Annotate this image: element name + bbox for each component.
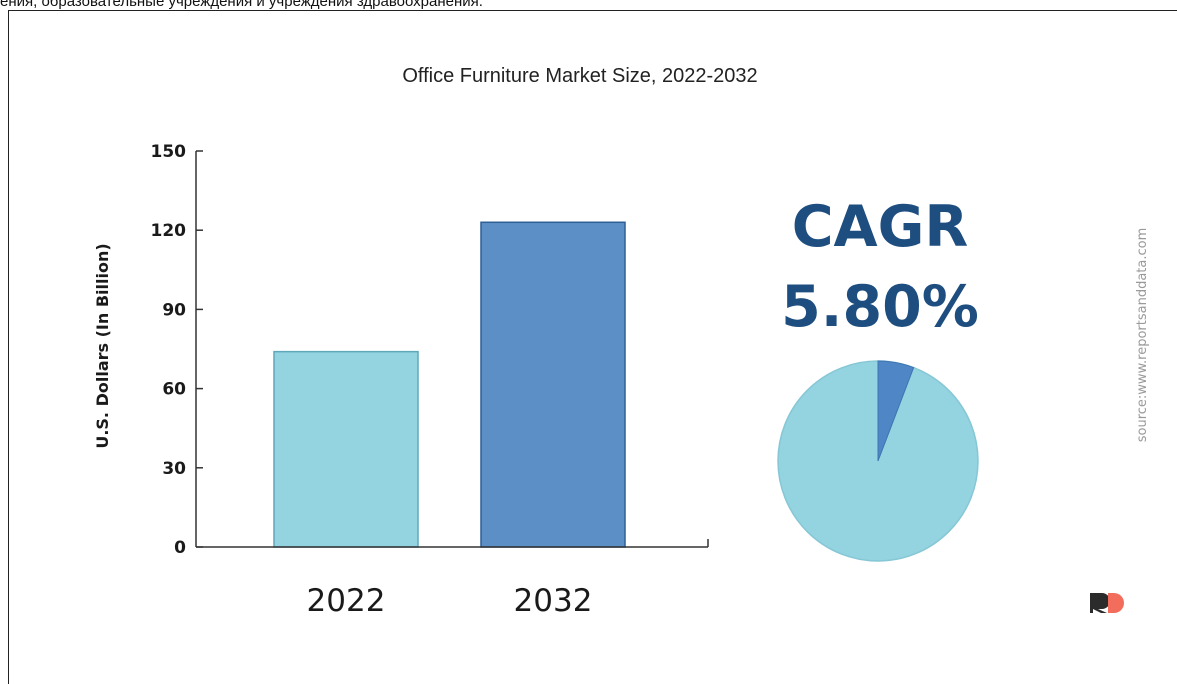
bar-2022	[273, 350, 419, 548]
x-axis: 2022 2032	[196, 539, 709, 619]
cagr-label: CAGR	[792, 194, 969, 260]
y-tick-label: 150	[151, 142, 187, 162]
y-tick-label: 90	[162, 300, 186, 320]
bar-2032	[480, 221, 626, 548]
y-tick-label: 0	[174, 538, 186, 558]
source-text: source:www.reportsanddata.com	[1135, 228, 1150, 443]
bars	[273, 221, 626, 548]
cagr-pie	[777, 360, 979, 562]
top-caption: ения, образовательные учреждения и учреж…	[0, 0, 483, 10]
pie-cagr-slice	[877, 360, 915, 462]
chart-frame	[8, 10, 1177, 684]
rd-logo: RD	[1090, 593, 1124, 613]
y-axis-label: U.S. Dollars (In Billion)	[93, 243, 112, 448]
chart-title: Office Furniture Market Size, 2022-2032	[402, 65, 757, 87]
y-axis: 0 30 60 90 120 150	[151, 142, 203, 558]
x-category-label: 2022	[307, 583, 386, 619]
y-tick-label: 30	[162, 459, 186, 479]
cagr-value: 5.80%	[781, 274, 979, 340]
y-tick-label: 120	[151, 221, 187, 241]
y-tick-label: 60	[162, 380, 186, 400]
x-category-label: 2032	[514, 583, 593, 619]
